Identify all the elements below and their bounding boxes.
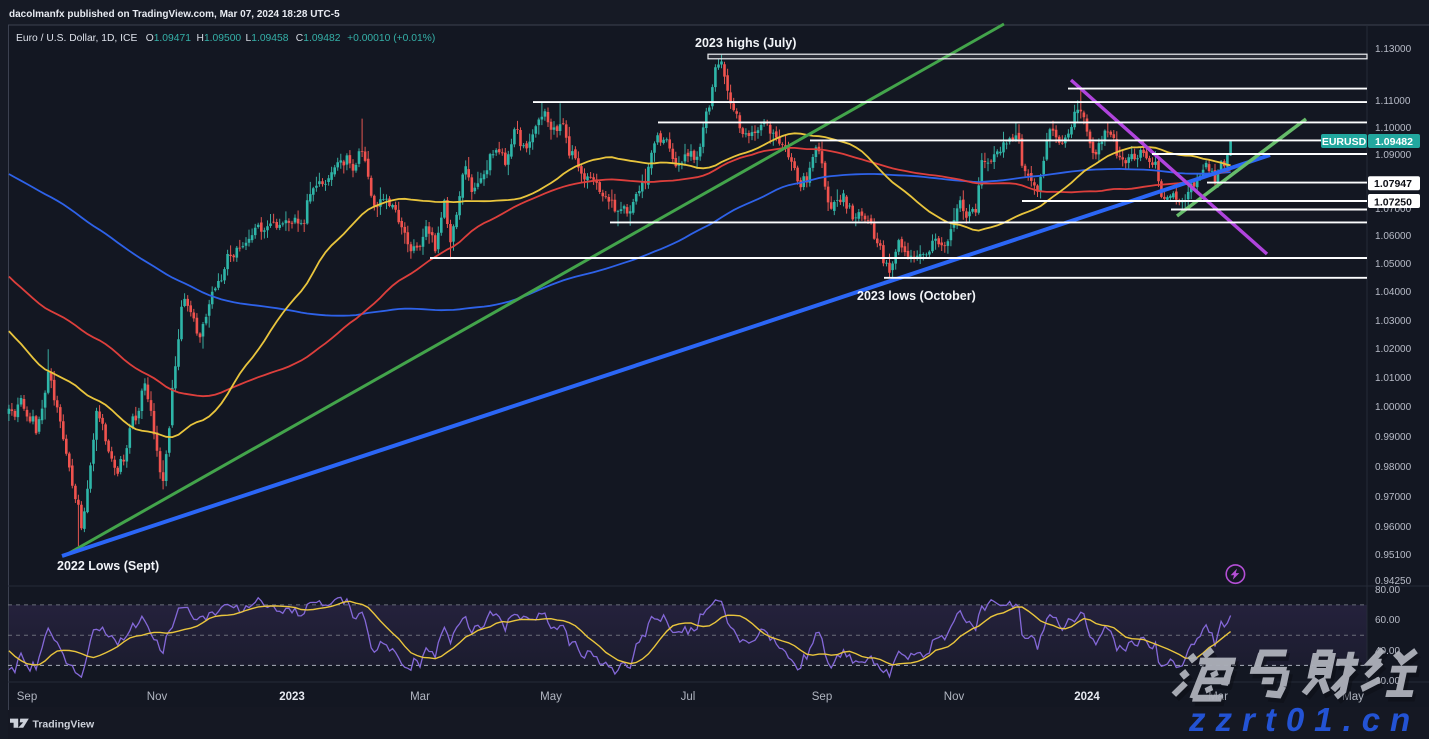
svg-text:May: May bbox=[540, 691, 562, 703]
svg-text:Mar: Mar bbox=[410, 691, 430, 703]
svg-text:1.09000: 1.09000 bbox=[1375, 150, 1412, 161]
svg-text:Nov: Nov bbox=[944, 691, 965, 703]
svg-text:1.05000: 1.05000 bbox=[1375, 259, 1412, 270]
svg-text:1.00000: 1.00000 bbox=[1375, 402, 1412, 413]
svg-text:Nov: Nov bbox=[147, 691, 168, 703]
svg-text:2023 lows (October): 2023 lows (October) bbox=[857, 289, 976, 303]
svg-text:0.98000: 0.98000 bbox=[1375, 462, 1412, 473]
svg-text:Jul: Jul bbox=[681, 691, 696, 703]
svg-text:Sep: Sep bbox=[812, 691, 832, 703]
svg-text:0.99000: 0.99000 bbox=[1375, 432, 1412, 443]
svg-text:1.07947: 1.07947 bbox=[1374, 178, 1412, 190]
svg-text:1.10000: 1.10000 bbox=[1375, 123, 1412, 134]
svg-text:2024: 2024 bbox=[1074, 691, 1100, 703]
svg-text:1.07250: 1.07250 bbox=[1374, 196, 1412, 208]
svg-text:0.97000: 0.97000 bbox=[1375, 492, 1412, 503]
svg-text:1.07000: 1.07000 bbox=[1375, 204, 1412, 215]
svg-text:1.02000: 1.02000 bbox=[1375, 344, 1412, 355]
svg-text:H1.09500: H1.09500 bbox=[197, 33, 242, 44]
svg-text:1.09482: 1.09482 bbox=[1375, 136, 1413, 148]
svg-text:1.06000: 1.06000 bbox=[1375, 231, 1412, 242]
svg-text:Euro / U.S. Dollar, 1D, ICE: Euro / U.S. Dollar, 1D, ICE bbox=[16, 33, 137, 44]
svg-text:2023 highs (July): 2023 highs (July) bbox=[695, 36, 796, 50]
svg-text:0.94250: 0.94250 bbox=[1375, 576, 1412, 587]
svg-text:TradingView: TradingView bbox=[33, 718, 95, 730]
svg-text:dacolmanfx published on Tradin: dacolmanfx published on TradingView.com,… bbox=[9, 9, 340, 20]
svg-text:1.03000: 1.03000 bbox=[1375, 316, 1412, 327]
svg-text:20.00: 20.00 bbox=[1375, 676, 1400, 687]
svg-text:zzrt01.cn: zzrt01.cn bbox=[1188, 701, 1420, 738]
svg-text:1.04000: 1.04000 bbox=[1375, 287, 1412, 298]
svg-text:1.01000: 1.01000 bbox=[1375, 373, 1412, 384]
svg-text:2023: 2023 bbox=[279, 691, 305, 703]
svg-text:Sep: Sep bbox=[17, 691, 37, 703]
svg-text:EURUSD: EURUSD bbox=[1322, 136, 1367, 148]
svg-text:40.00: 40.00 bbox=[1375, 646, 1400, 657]
svg-text:C1.09482: C1.09482 bbox=[296, 33, 341, 44]
svg-text:1.11000: 1.11000 bbox=[1375, 96, 1411, 107]
svg-text:L1.09458: L1.09458 bbox=[246, 33, 289, 44]
svg-text:+0.00010 (+0.01%): +0.00010 (+0.01%) bbox=[347, 33, 435, 44]
svg-text:80.00: 80.00 bbox=[1375, 585, 1400, 596]
svg-text:60.00: 60.00 bbox=[1375, 615, 1400, 626]
svg-text:1.13000: 1.13000 bbox=[1375, 44, 1412, 55]
svg-text:2022 Lows (Sept): 2022 Lows (Sept) bbox=[57, 559, 159, 573]
svg-text:0.95100: 0.95100 bbox=[1375, 550, 1412, 561]
svg-text:0.96000: 0.96000 bbox=[1375, 522, 1412, 533]
svg-text:O1.09471: O1.09471 bbox=[146, 33, 192, 44]
